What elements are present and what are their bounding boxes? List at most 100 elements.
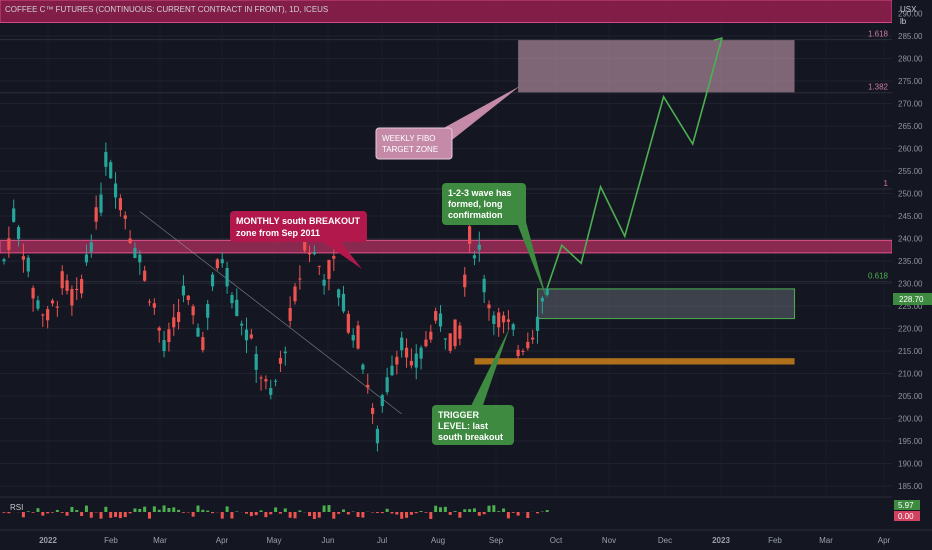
candle-body[interactable] bbox=[84, 254, 89, 263]
candle-body[interactable] bbox=[346, 313, 350, 333]
candle-body[interactable] bbox=[186, 295, 190, 301]
candle-body[interactable] bbox=[468, 226, 472, 244]
candle-body[interactable] bbox=[235, 299, 239, 317]
candle-body[interactable] bbox=[181, 285, 186, 296]
candle-body[interactable] bbox=[366, 384, 370, 388]
candle-body[interactable] bbox=[157, 327, 161, 331]
candle-body[interactable] bbox=[351, 335, 355, 341]
candle-body[interactable] bbox=[2, 259, 6, 262]
candle-body[interactable] bbox=[94, 207, 98, 222]
candle-body[interactable] bbox=[230, 295, 234, 304]
candle-body[interactable] bbox=[322, 279, 326, 286]
candle-body[interactable] bbox=[312, 252, 316, 255]
candle-body[interactable] bbox=[497, 312, 501, 328]
candle-body[interactable] bbox=[521, 351, 525, 353]
candle-body[interactable] bbox=[215, 259, 219, 269]
candle-body[interactable] bbox=[31, 287, 35, 299]
candle-body[interactable] bbox=[21, 256, 25, 260]
candle-body[interactable] bbox=[99, 194, 103, 213]
candle-body[interactable] bbox=[177, 312, 181, 322]
candle-body[interactable] bbox=[41, 314, 45, 316]
candle-body[interactable] bbox=[453, 319, 457, 347]
candle-body[interactable] bbox=[50, 300, 55, 304]
candle-body[interactable] bbox=[356, 325, 360, 349]
candle-body[interactable] bbox=[443, 338, 447, 340]
candle-body[interactable] bbox=[414, 353, 418, 368]
candle-body[interactable] bbox=[501, 315, 506, 323]
candle-body[interactable] bbox=[288, 308, 292, 321]
candle-body[interactable] bbox=[540, 297, 544, 302]
candle-body[interactable] bbox=[7, 238, 11, 250]
candle-body[interactable] bbox=[337, 289, 341, 298]
candle-body[interactable] bbox=[317, 265, 321, 267]
candle-body[interactable] bbox=[143, 270, 147, 281]
candle-body[interactable] bbox=[380, 395, 384, 407]
candle-body[interactable] bbox=[283, 351, 287, 354]
candle-body[interactable] bbox=[26, 257, 30, 272]
candle-body[interactable] bbox=[210, 274, 215, 287]
candle-body[interactable] bbox=[531, 337, 535, 340]
candle-body[interactable] bbox=[424, 339, 428, 347]
candle-body[interactable] bbox=[404, 347, 409, 358]
candle-body[interactable] bbox=[138, 254, 142, 263]
candle-body[interactable] bbox=[104, 151, 108, 167]
candle-body[interactable] bbox=[118, 198, 122, 211]
candle-body[interactable] bbox=[240, 323, 244, 326]
candle-body[interactable] bbox=[109, 162, 113, 179]
weekly-fibo-callout[interactable]: WEEKLY FIBO TARGET ZONE bbox=[375, 86, 520, 160]
candle-body[interactable] bbox=[167, 329, 171, 343]
candle-body[interactable] bbox=[274, 380, 278, 382]
candle-body[interactable] bbox=[196, 327, 200, 337]
candle-body[interactable] bbox=[298, 278, 302, 280]
candle-body[interactable] bbox=[36, 300, 40, 309]
candle-body[interactable] bbox=[526, 341, 530, 349]
candle-body[interactable] bbox=[438, 313, 443, 327]
candle-body[interactable] bbox=[16, 227, 21, 239]
candle-body[interactable] bbox=[545, 288, 549, 295]
candle-body[interactable] bbox=[133, 248, 137, 259]
candle-body[interactable] bbox=[385, 377, 389, 393]
candle-body[interactable] bbox=[506, 319, 510, 322]
candle-body[interactable] bbox=[220, 259, 224, 264]
monthly-breakout-callout[interactable]: MONTHLY south BREAKOUT zone from Sep 201… bbox=[230, 211, 367, 269]
price-axis[interactable] bbox=[892, 0, 932, 530]
candle-body[interactable] bbox=[516, 349, 520, 356]
candle-body[interactable] bbox=[244, 329, 249, 341]
candle-body[interactable] bbox=[395, 356, 399, 365]
candle-body[interactable] bbox=[332, 256, 336, 259]
candle-body[interactable] bbox=[303, 237, 307, 251]
candle-body[interactable] bbox=[327, 259, 331, 279]
candle-body[interactable] bbox=[162, 340, 166, 352]
candle-body[interactable] bbox=[400, 337, 404, 351]
candle-body[interactable] bbox=[448, 333, 452, 351]
candle-body[interactable] bbox=[60, 271, 64, 289]
candle-body[interactable] bbox=[487, 304, 491, 309]
candle-body[interactable] bbox=[70, 288, 74, 306]
candle-body[interactable] bbox=[458, 325, 462, 339]
candle-body[interactable] bbox=[254, 353, 258, 370]
candle-body[interactable] bbox=[492, 315, 496, 324]
candle-body[interactable] bbox=[375, 428, 380, 444]
candle-body[interactable] bbox=[225, 267, 229, 287]
candle-body[interactable] bbox=[191, 306, 195, 316]
candle-body[interactable] bbox=[80, 279, 84, 294]
candle-body[interactable] bbox=[482, 278, 486, 293]
wave-callout[interactable]: 1-2-3 wave has formed, long confirmation bbox=[442, 183, 547, 300]
candle-body[interactable] bbox=[434, 311, 438, 321]
candle-body[interactable] bbox=[409, 360, 413, 366]
candle-body[interactable] bbox=[341, 293, 346, 312]
candle-body[interactable] bbox=[429, 331, 433, 340]
candle-body[interactable] bbox=[201, 337, 205, 351]
candle-body[interactable] bbox=[259, 377, 263, 379]
candle-body[interactable] bbox=[361, 364, 365, 370]
candle-body[interactable] bbox=[371, 407, 375, 414]
candles[interactable] bbox=[2, 142, 549, 452]
candle-body[interactable] bbox=[89, 242, 93, 252]
candle-body[interactable] bbox=[293, 286, 297, 302]
x-axis[interactable]: 2022 Feb Mar Apr May Jun Jul Aug Sep Oct Nov Dec 202… bbox=[0, 529, 932, 545]
candle-body[interactable] bbox=[206, 304, 210, 318]
candle-body[interactable] bbox=[128, 238, 132, 243]
candle-body[interactable] bbox=[278, 357, 283, 364]
candle-body[interactable] bbox=[463, 274, 467, 288]
